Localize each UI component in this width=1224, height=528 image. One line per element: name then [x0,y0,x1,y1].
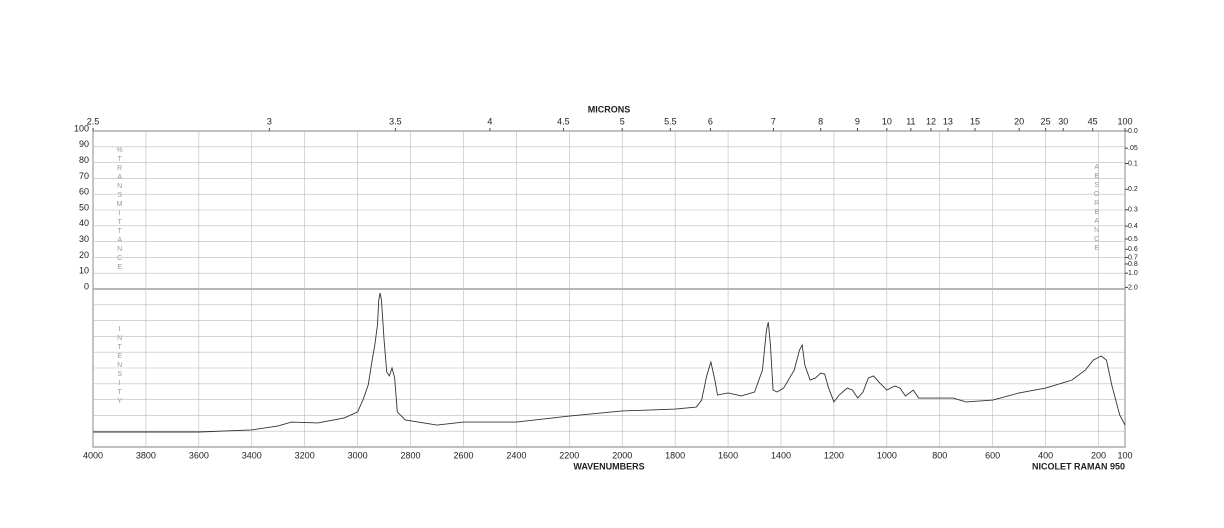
y2-tick-label: 2.0 [1128,284,1138,291]
x-tick-label: 1200 [824,450,844,460]
x-tick-label: 400 [1038,450,1053,460]
x-tick-label: 600 [985,450,1000,460]
x2-tick-label: 45 [1088,116,1098,126]
x2-tick-label: 30 [1058,116,1068,126]
y2-tick-label: 0.1 [1128,160,1138,167]
x-tick-label: 3800 [136,450,156,460]
x-tick-label: 1400 [771,450,791,460]
y2-tick-label: 1.0 [1128,270,1138,277]
x-tick-label: 3400 [242,450,262,460]
x2-tick-label: 15 [970,116,980,126]
y2-tick-label: 0.5 [1128,236,1138,243]
x2-tick-label: 4 [487,116,492,126]
y2-tick-label: 0.8 [1128,261,1138,268]
x-tick-label: 3000 [348,450,368,460]
x2-tick-label: 3.5 [389,116,402,126]
x2-tick-label: 3 [267,116,272,126]
y-tick-label: 90 [79,139,89,149]
x-tick-label: 1800 [665,450,685,460]
x2-tick-label: 7 [771,116,776,126]
y2-tick-label: .05 [1128,145,1138,152]
x-tick-label: 2400 [506,450,526,460]
x-tick-label: 1600 [718,450,738,460]
y-tick-label: 30 [79,234,89,244]
x-tick-label: 2200 [559,450,579,460]
y-tick-label: 0 [84,281,89,291]
y2-tick-label: 0.3 [1128,207,1138,214]
x2-tick-label: 11 [906,116,915,126]
x-tick-label: 3600 [189,450,209,460]
x-tick-label: 1000 [877,450,897,460]
x-tick-label: 800 [932,450,947,460]
y2-tick-label: 0.6 [1128,246,1138,253]
x-axis-label: WAVENUMBERS [573,461,644,471]
y-tick-label: 80 [79,155,89,165]
x-tick-label: 2800 [401,450,421,460]
x2-axis-label: MICRONS [588,104,631,114]
x2-tick-label: 8 [818,116,823,126]
y2-tick-label: 0.7 [1128,254,1138,261]
x-tick-label: 2000 [612,450,632,460]
x-tick-label: 4000 [83,450,103,460]
y-tick-label: 40 [79,218,89,228]
x-tick-label: 100 [1117,450,1132,460]
x2-tick-label: 20 [1014,116,1024,126]
x2-tick-label: 5.5 [664,116,677,126]
x-tick-label: 3200 [295,450,315,460]
intensity-label: INTENSITY [116,326,123,407]
x-tick-label: 2600 [453,450,473,460]
x-tick-label: 200 [1091,450,1106,460]
x2-tick-label: 10 [882,116,892,126]
y-tick-label: 100 [74,123,89,133]
x2-tick-label: 13 [943,116,953,126]
x2-tick-label: 100 [1117,116,1132,126]
y2-tick-label: 0.0 [1128,128,1138,135]
x2-tick-label: 2.5 [87,116,100,126]
x2-tick-label: 9 [855,116,860,126]
spectrum-line [93,292,1126,433]
y-tick-label: 50 [79,202,89,212]
x2-tick-label: 5 [620,116,625,126]
y2-tick-label: 0.4 [1128,223,1138,230]
x2-tick-label: 25 [1041,116,1051,126]
y-tick-label: 70 [79,171,89,181]
y-tick-label: 10 [79,266,89,276]
y-tick-label: 20 [79,250,89,260]
instrument-label: NICOLET RAMAN 950 [1032,461,1125,471]
y2-tick-label: 0.2 [1128,186,1138,193]
x2-tick-label: 6 [708,116,713,126]
x2-tick-label: 4.5 [557,116,570,126]
y2-axis-label: ABSORBANCE [1093,164,1100,254]
x2-tick-label: 12 [926,116,936,126]
y-tick-label: 60 [79,187,89,197]
